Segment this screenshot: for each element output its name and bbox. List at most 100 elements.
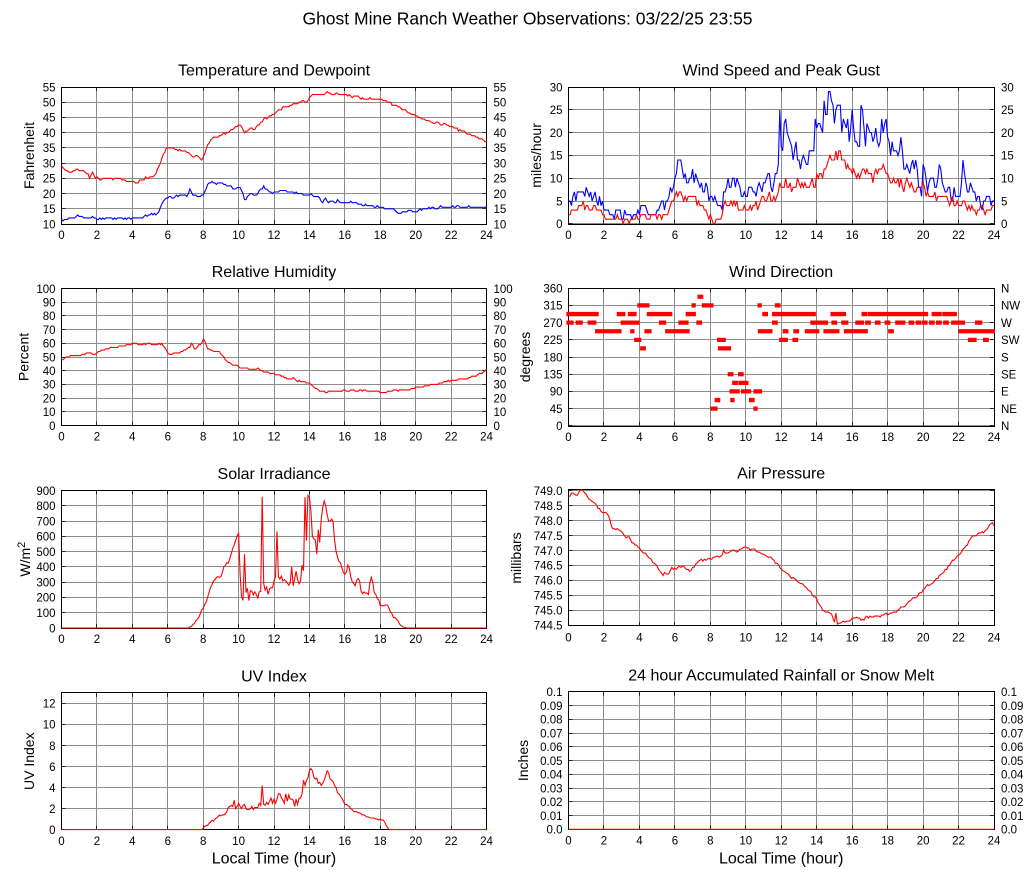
svg-text:14: 14: [810, 432, 823, 444]
svg-text:0.01: 0.01: [1001, 811, 1023, 823]
svg-text:20: 20: [494, 189, 507, 201]
svg-text:E: E: [1001, 387, 1009, 399]
svg-text:25: 25: [43, 174, 56, 186]
svg-text:18: 18: [374, 230, 387, 242]
svg-text:748.5: 748.5: [534, 501, 563, 513]
svg-text:10: 10: [550, 174, 563, 186]
svg-text:2: 2: [601, 230, 607, 242]
svg-text:0.03: 0.03: [540, 783, 562, 795]
svg-text:40: 40: [43, 128, 56, 140]
svg-text:20: 20: [917, 632, 930, 644]
svg-text:20: 20: [409, 432, 422, 444]
svg-text:18: 18: [374, 432, 387, 444]
svg-text:30: 30: [43, 158, 56, 170]
svg-text:45: 45: [43, 113, 56, 125]
svg-text:6: 6: [672, 432, 678, 444]
svg-text:20: 20: [917, 230, 930, 242]
svg-text:0.01: 0.01: [540, 811, 562, 823]
svg-text:12: 12: [268, 432, 281, 444]
svg-text:749.0: 749.0: [534, 486, 563, 498]
svg-text:22: 22: [445, 432, 458, 444]
svg-text:0.08: 0.08: [540, 715, 562, 727]
svg-text:0.06: 0.06: [540, 742, 562, 754]
svg-text:2: 2: [601, 432, 607, 444]
svg-text:16: 16: [338, 230, 351, 242]
svg-text:2: 2: [94, 230, 100, 242]
svg-text:748.0: 748.0: [534, 516, 563, 528]
svg-text:80: 80: [43, 311, 56, 323]
svg-text:700: 700: [36, 516, 55, 528]
svg-text:20: 20: [409, 230, 422, 242]
svg-text:10: 10: [232, 634, 245, 646]
svg-text:50: 50: [494, 352, 507, 364]
svg-text:745.5: 745.5: [534, 591, 563, 603]
svg-text:Inches: Inches: [515, 740, 531, 781]
svg-text:2: 2: [49, 804, 55, 816]
svg-text:8: 8: [707, 632, 713, 644]
svg-text:SW: SW: [1001, 335, 1020, 347]
svg-text:500: 500: [36, 547, 55, 559]
svg-text:0: 0: [565, 432, 571, 444]
svg-text:N: N: [1001, 421, 1009, 433]
svg-text:Temperature and Dewpoint: Temperature and Dewpoint: [178, 63, 371, 80]
svg-text:0.05: 0.05: [540, 756, 562, 768]
svg-text:24: 24: [480, 836, 493, 848]
svg-text:millibars: millibars: [508, 532, 524, 583]
svg-text:6: 6: [165, 432, 171, 444]
svg-text:6: 6: [672, 230, 678, 242]
svg-text:6: 6: [165, 634, 171, 646]
svg-text:12: 12: [268, 634, 281, 646]
svg-text:70: 70: [494, 325, 507, 337]
svg-text:14: 14: [810, 836, 823, 848]
svg-text:14: 14: [303, 836, 316, 848]
svg-text:12: 12: [775, 432, 788, 444]
svg-text:30: 30: [494, 158, 507, 170]
svg-text:18: 18: [881, 836, 894, 848]
svg-text:10: 10: [494, 219, 507, 231]
svg-text:18: 18: [881, 432, 894, 444]
svg-text:14: 14: [303, 432, 316, 444]
svg-text:300: 300: [36, 578, 55, 590]
svg-text:45: 45: [550, 404, 563, 416]
svg-text:744.5: 744.5: [534, 621, 563, 633]
svg-text:18: 18: [881, 230, 894, 242]
svg-text:8: 8: [707, 836, 713, 848]
svg-text:W: W: [1001, 318, 1012, 330]
svg-text:22: 22: [952, 836, 965, 848]
svg-text:746.5: 746.5: [534, 561, 563, 573]
svg-text:16: 16: [338, 836, 351, 848]
svg-text:800: 800: [36, 501, 55, 513]
svg-text:24: 24: [480, 230, 493, 242]
svg-text:N: N: [1001, 284, 1009, 296]
svg-text:100: 100: [494, 284, 513, 296]
svg-text:40: 40: [494, 366, 507, 378]
svg-text:747.0: 747.0: [534, 546, 563, 558]
svg-text:20: 20: [917, 836, 930, 848]
svg-text:24: 24: [988, 632, 1001, 644]
svg-text:25: 25: [550, 105, 563, 117]
svg-text:4: 4: [129, 634, 136, 646]
svg-text:8: 8: [200, 432, 206, 444]
svg-text:30: 30: [494, 380, 507, 392]
svg-text:4: 4: [129, 230, 136, 242]
svg-text:55: 55: [43, 82, 56, 94]
svg-text:12: 12: [268, 836, 281, 848]
svg-text:10: 10: [739, 432, 752, 444]
svg-text:Local Time (hour): Local Time (hour): [212, 851, 337, 868]
svg-text:315: 315: [543, 301, 562, 313]
svg-text:16: 16: [846, 230, 859, 242]
svg-text:miles/hour: miles/hour: [528, 123, 544, 188]
svg-text:6: 6: [672, 632, 678, 644]
svg-text:0: 0: [58, 836, 64, 848]
svg-text:0: 0: [494, 421, 500, 433]
svg-text:40: 40: [43, 366, 56, 378]
svg-text:16: 16: [846, 632, 859, 644]
svg-text:35: 35: [43, 143, 56, 155]
svg-text:0.02: 0.02: [1001, 797, 1023, 809]
svg-text:8: 8: [49, 741, 55, 753]
svg-text:15: 15: [43, 204, 56, 216]
svg-text:Ghost Mine Ranch Weather Obser: Ghost Mine Ranch Weather Observations: 0…: [302, 9, 752, 29]
svg-text:10: 10: [494, 407, 507, 419]
svg-text:16: 16: [846, 836, 859, 848]
svg-text:22: 22: [952, 632, 965, 644]
